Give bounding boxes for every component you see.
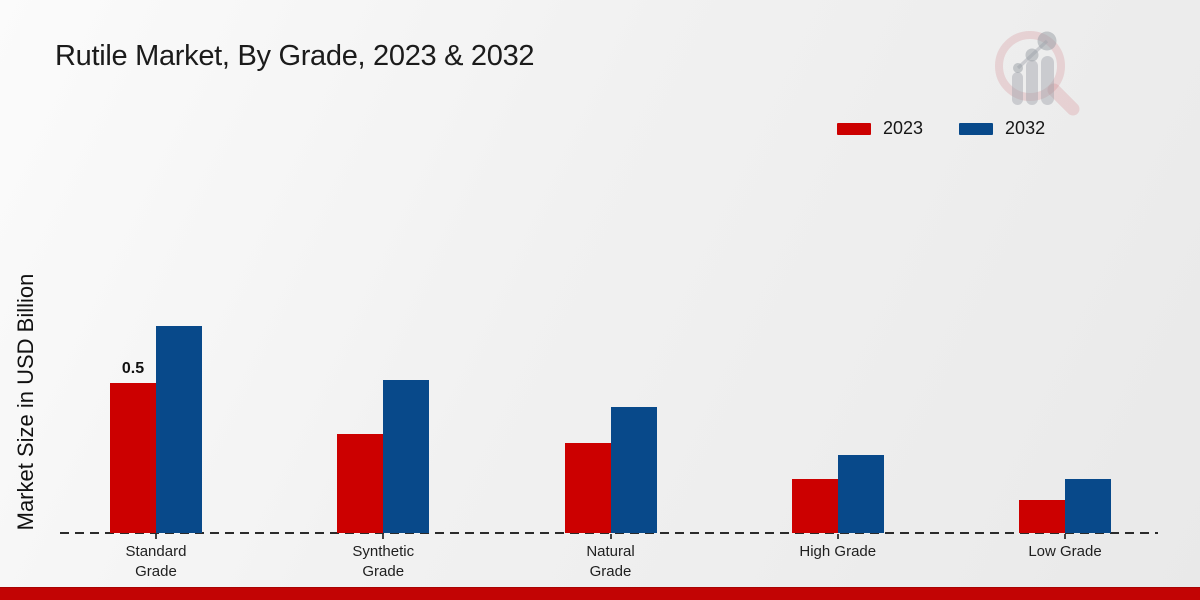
legend-swatch-2032-icon — [959, 122, 994, 135]
bar-2032-low-grade[interactable] — [1065, 479, 1111, 533]
x-axis-tick — [382, 534, 385, 539]
bar-2023-standard-grade[interactable] — [110, 383, 156, 533]
x-axis-label-low-grade: Low Grade — [1028, 543, 1102, 560]
x-axis-tick — [1064, 534, 1066, 539]
legend-item-2032[interactable]: 2032 — [959, 118, 1045, 139]
legend-swatch-2023-icon — [837, 122, 871, 135]
legend: 2023 2032 — [837, 118, 1045, 139]
page-title: Rutile Market, By Grade, 2023 & 2032 — [55, 40, 535, 72]
x-axis-label-synthetic-grade: Synthetic Grade — [352, 543, 415, 581]
bar-2032-high-grade[interactable] — [837, 455, 884, 533]
bar-2023-high-grade[interactable] — [791, 479, 838, 533]
x-axis-line — [60, 532, 1158, 534]
bar-2023-low-grade[interactable] — [1019, 500, 1065, 533]
bar-2032-synthetic-grade[interactable] — [383, 380, 430, 533]
x-axis-label-high-grade: High Grade — [799, 543, 877, 560]
bar-2032-natural-grade[interactable] — [610, 407, 657, 533]
bar-2032-standard-grade[interactable] — [156, 326, 202, 533]
x-axis-tick — [836, 534, 839, 539]
data-label-2023-standard-grade: 0.5 — [121, 360, 145, 377]
x-axis-label-standard-grade: Standard Grade — [125, 543, 187, 581]
bar-2023-synthetic-grade[interactable] — [337, 434, 384, 533]
x-axis-tick — [155, 534, 157, 539]
legend-label-2032: 2032 — [1005, 118, 1046, 138]
x-axis-tick — [609, 534, 612, 539]
legend-item-2023[interactable]: 2023 — [837, 118, 923, 139]
brand-watermark-icon — [995, 31, 1080, 116]
bar-2023-natural-grade[interactable] — [564, 443, 611, 533]
footer-accent-bar — [0, 587, 1200, 600]
legend-label-2023: 2023 — [883, 118, 924, 138]
x-axis-label-natural-grade: Natural Grade — [586, 543, 635, 581]
